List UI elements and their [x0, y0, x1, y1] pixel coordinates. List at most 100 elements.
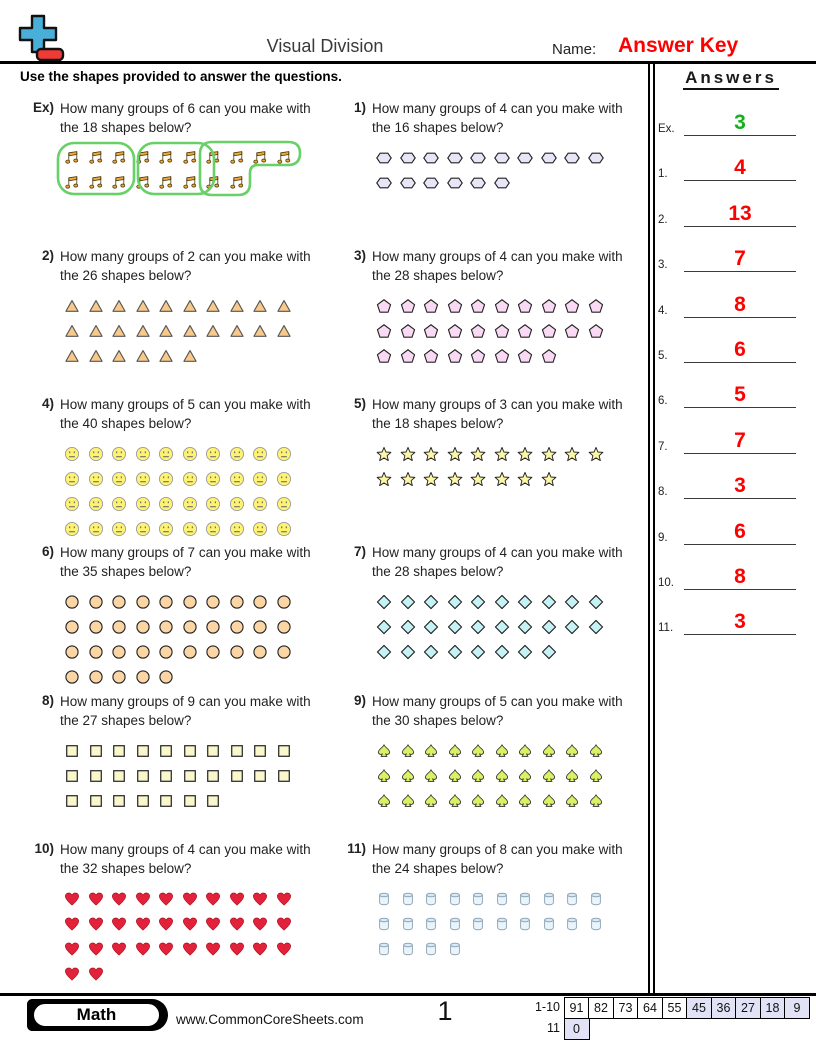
answer-line: 3 — [684, 111, 796, 136]
score-cell: 0 — [563, 1017, 590, 1040]
circle-shape — [229, 594, 253, 610]
diamond-shape — [564, 594, 588, 610]
triangle-shape — [64, 348, 88, 364]
shape-grid — [376, 738, 642, 813]
answers-divider — [648, 62, 655, 994]
smiley-shape — [205, 446, 229, 462]
heart-shape — [64, 966, 88, 982]
heart-shape — [111, 916, 135, 932]
answer-label: 7. — [658, 441, 668, 453]
question-10: 10) How many groups of 4 can you make wi… — [28, 841, 330, 986]
star-shape — [494, 471, 518, 487]
shape-row — [64, 763, 330, 788]
answer-value: 5 — [734, 383, 746, 406]
answer-value: 7 — [734, 429, 746, 452]
smiley-shape — [88, 471, 112, 487]
star-shape — [541, 471, 565, 487]
instructions-text: Use the shapes provided to answer the qu… — [20, 69, 342, 84]
circle-shape — [252, 644, 276, 660]
shape-row — [376, 639, 642, 664]
answer-label: 6. — [658, 395, 668, 407]
heart-shape — [88, 916, 112, 932]
music-note-shape — [182, 150, 206, 166]
music-note-shape — [64, 175, 88, 191]
triangle-shape — [158, 348, 182, 364]
shape-row — [376, 293, 642, 318]
heart-shape — [88, 966, 112, 982]
answer-value: 3 — [734, 474, 746, 497]
square-shape — [182, 793, 206, 809]
shape-row — [64, 911, 330, 936]
smiley-shape — [229, 521, 253, 537]
shape-row — [64, 614, 330, 639]
triangle-shape — [229, 323, 253, 339]
shape-row — [64, 491, 330, 516]
answer-row-4: 4. 8 — [658, 293, 796, 318]
shape-row — [376, 763, 642, 788]
diamond-shape — [588, 619, 612, 635]
hexagon-shape — [493, 175, 518, 191]
diamond-shape — [400, 644, 424, 660]
diamond-shape — [541, 619, 565, 635]
answer-row-2: 2. 13 — [658, 202, 796, 227]
music-note-shape — [64, 150, 88, 166]
spade-shape — [376, 743, 400, 759]
smiley-shape — [229, 496, 253, 512]
answer-value: 8 — [734, 293, 746, 316]
diamond-shape — [470, 594, 494, 610]
question-prompt: How many groups of 9 can you make with t… — [60, 694, 311, 728]
diamond-shape — [517, 644, 541, 660]
circle-shape — [64, 644, 88, 660]
music-note-shape — [276, 150, 300, 166]
question-number: Ex) — [32, 100, 54, 115]
smiley-shape — [252, 446, 276, 462]
cylinder-shape — [447, 941, 471, 957]
header-divider — [0, 61, 816, 64]
smiley-shape — [64, 446, 88, 462]
hexagon-shape — [376, 150, 400, 166]
pentagon-shape — [588, 298, 612, 314]
answer-value: 3 — [734, 610, 746, 633]
diamond-shape — [447, 619, 471, 635]
shape-grid — [64, 886, 330, 986]
score-cell: 18 — [759, 997, 786, 1019]
pentagon-shape — [423, 323, 447, 339]
smiley-shape — [182, 496, 206, 512]
hexagon-shape — [423, 175, 447, 191]
music-note-shape — [135, 175, 159, 191]
score-table: 1-10 91 82 73 64 55 45 36 27 18 9 11 0 — [518, 997, 810, 1040]
shape-row — [64, 589, 330, 614]
heart-shape — [64, 916, 88, 932]
music-note-shape — [88, 150, 112, 166]
triangle-shape — [182, 348, 206, 364]
answer-line: 5 — [684, 383, 796, 408]
diamond-shape — [494, 644, 518, 660]
shape-row — [64, 170, 330, 195]
triangle-shape — [64, 323, 88, 339]
shape-grid — [64, 293, 330, 368]
star-shape — [541, 446, 565, 462]
question-number: 2) — [41, 248, 54, 263]
circle-shape — [64, 669, 88, 685]
smiley-shape — [252, 521, 276, 537]
shape-grid — [64, 738, 330, 813]
triangle-shape — [111, 323, 135, 339]
question-prompt: How many groups of 4 can you make with t… — [372, 249, 623, 283]
shape-row — [64, 516, 330, 541]
answer-label: Ex. — [658, 123, 675, 135]
triangle-shape — [88, 298, 112, 314]
spade-shape — [541, 793, 565, 809]
circle-shape — [182, 594, 206, 610]
diamond-shape — [423, 644, 447, 660]
smiley-shape — [205, 521, 229, 537]
heart-shape — [135, 941, 159, 957]
pentagon-shape — [400, 348, 424, 364]
square-shape — [111, 793, 135, 809]
star-shape — [423, 446, 447, 462]
spade-shape — [494, 768, 518, 784]
smiley-shape — [135, 471, 159, 487]
smiley-shape — [276, 496, 300, 512]
music-note-shape — [158, 175, 182, 191]
spade-shape — [564, 743, 588, 759]
square-shape — [111, 768, 135, 784]
